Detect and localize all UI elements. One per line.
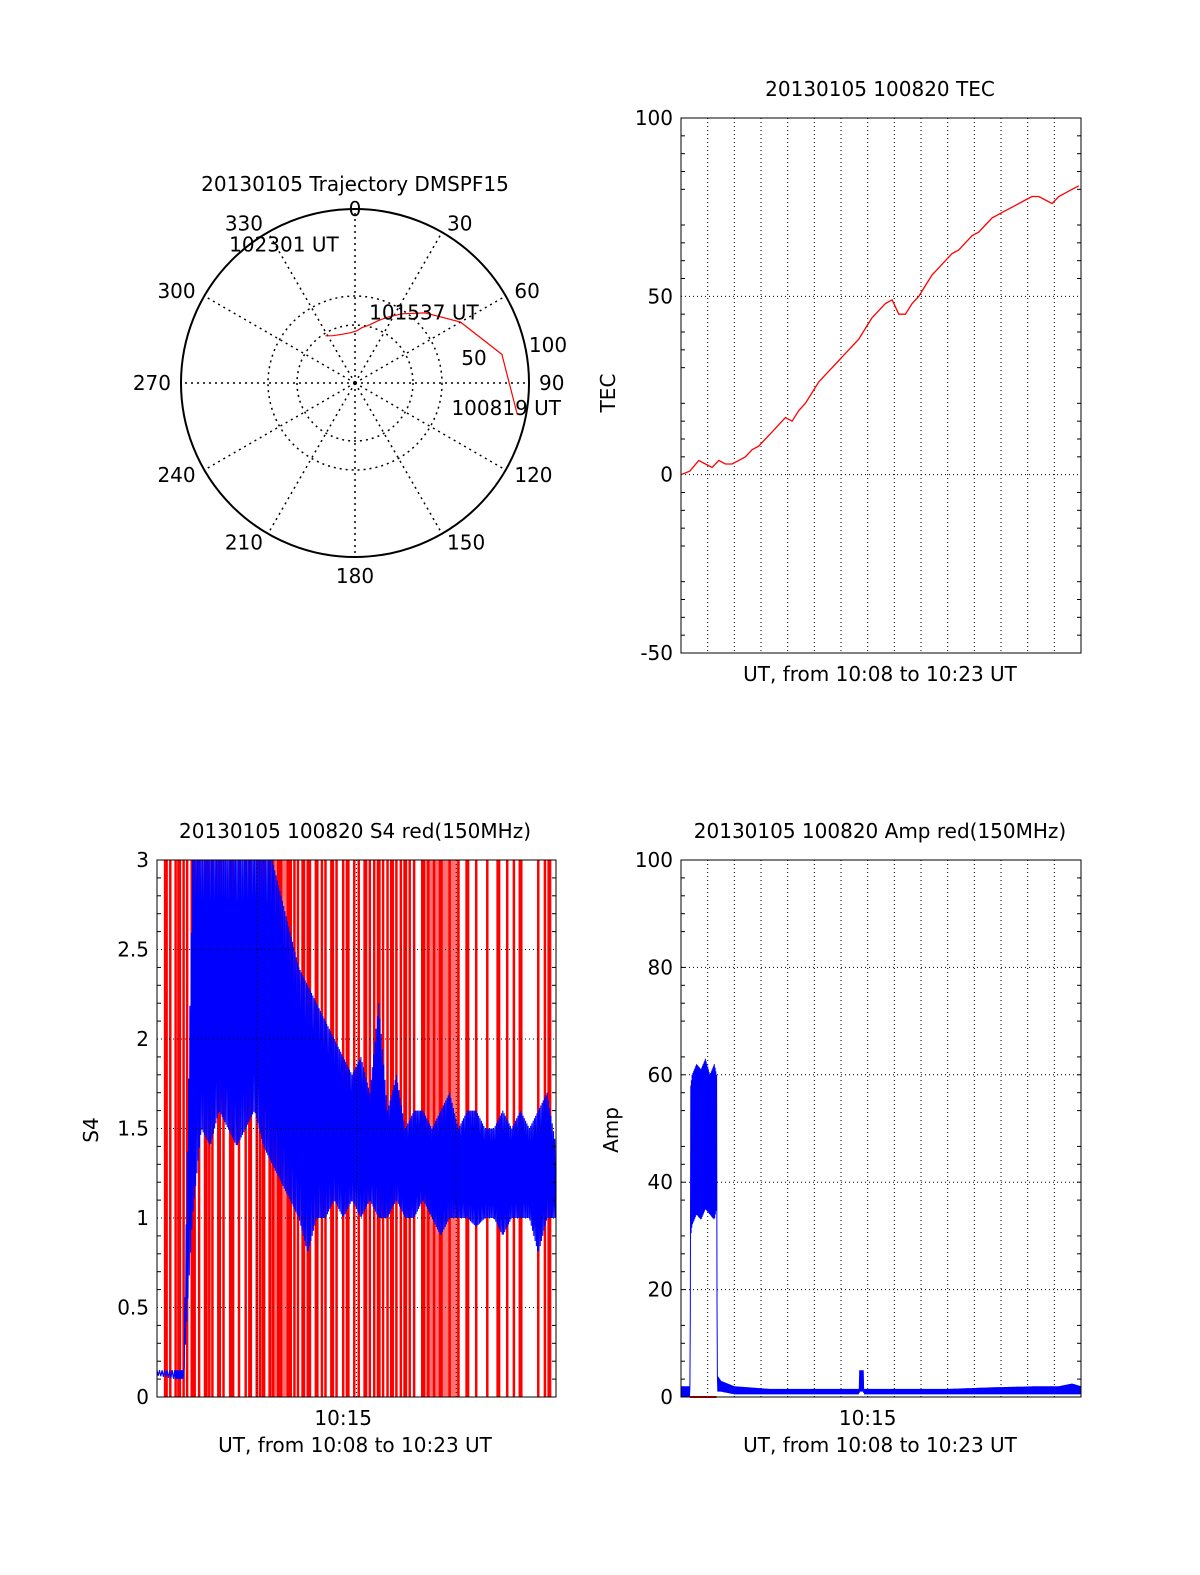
polar-annotation-2: 100819 UT [451, 396, 561, 420]
s4-frame [156, 859, 557, 1398]
amp-grid [681, 860, 1081, 1397]
polar-azimuth-label-60: 60 [514, 279, 539, 303]
tec-ytick-label-0: 100 [635, 106, 673, 130]
polar-trajectory-line [325, 312, 518, 415]
polar-grid [180, 208, 530, 558]
polar-spoke-210 [267, 382, 356, 535]
amp-ytick-label-2: 60 [648, 1063, 673, 1087]
polar-radial-label-100: 100 [529, 333, 567, 357]
polar-radial-labels: 50 100 [461, 333, 567, 370]
amp-chart: 20130105 100820 Amp red(150MHz) 100 80 60 4… [599, 819, 1082, 1457]
polar-azimuth-label-120: 120 [514, 463, 552, 487]
s4-ytick-label-2: 2 [136, 1027, 149, 1051]
s4-xlabel: UT, from 10:08 to 10:23 UT [218, 1433, 493, 1457]
amp-ytick-label-3: 40 [648, 1170, 673, 1194]
s4-blue-line [156, 859, 556, 1380]
amp-ytick-label-1: 80 [648, 955, 673, 979]
polar-spoke-150 [354, 382, 443, 535]
amp-xtick-label: 10:15 [839, 1406, 897, 1430]
tec-xlabel: UT, from 10:08 to 10:23 UT [743, 662, 1018, 686]
s4-grid [157, 860, 556, 1397]
tec-series-line-0 [680, 185, 1080, 476]
tec-ylabel: TEC [596, 374, 620, 414]
polar-spoke-30 [354, 231, 443, 384]
amp-xlabel: UT, from 10:08 to 10:23 UT [743, 1433, 1018, 1457]
tec-title: 20130105 100820 TEC [765, 77, 995, 101]
polar-spoke-330 [267, 231, 356, 384]
polar-spoke-120 [354, 382, 507, 471]
polar-spoke-300 [203, 295, 356, 384]
s4-chart: 20130105 100820 S4 red(150MHz) 3 2.5 2 1.5 1… [79, 819, 557, 1457]
tec-chart: 20130105 100820 TEC 100 50 0 -50 UT, from 1… [596, 77, 1082, 686]
polar-azimuth-label-240: 240 [157, 463, 195, 487]
amp-series-line-0 [680, 1058, 1082, 1398]
polar-azimuth-label-30: 30 [447, 212, 472, 236]
tec-ytick-label-3: -50 [640, 641, 673, 665]
tec-y-ticks: 100 50 0 -50 [635, 106, 673, 665]
polar-azimuth-labels: 0 30 60 90 120 150 180 210 240 270 300 330 [133, 197, 565, 588]
amp-ylabel: Amp [599, 1107, 623, 1153]
polar-azimuth-label-330: 330 [225, 212, 263, 236]
polar-azimuth-label-0: 0 [349, 197, 362, 221]
amp-series [680, 1058, 1082, 1398]
s4-ytick-label-4: 1 [136, 1206, 149, 1230]
s4-title: 20130105 100820 S4 red(150MHz) [179, 819, 531, 843]
polar-trajectory [325, 312, 518, 415]
tec-series [680, 185, 1080, 476]
tec-grid [681, 118, 1081, 653]
polar-ring-0 [267, 295, 443, 471]
s4-xtick-label: 10:15 [314, 1406, 372, 1430]
amp-ytick-label-4: 20 [648, 1278, 673, 1302]
polar-azimuth-label-210: 210 [225, 530, 263, 554]
polar-spoke-60 [354, 295, 507, 384]
tec-ytick-label-1: 50 [648, 284, 673, 308]
s4-ylabel: S4 [79, 1117, 103, 1142]
amp-ytick-label-5: 0 [660, 1385, 673, 1409]
amp-title: 20130105 100820 Amp red(150MHz) [694, 819, 1066, 843]
polar-annotation-0: 102301 UT [229, 232, 339, 256]
polar-outer-circle [180, 208, 530, 558]
s4-ytick-label-6: 0 [136, 1385, 149, 1409]
polar-azimuth-label-300: 300 [157, 279, 195, 303]
amp-y-ticks: 100 80 60 40 20 0 [635, 848, 673, 1409]
polar-ring-1 [296, 324, 414, 442]
polar-spoke-240 [203, 382, 356, 471]
polar-annotation-1: 101537 UT [369, 301, 479, 325]
amp-frame [680, 859, 1082, 1398]
amp-ytick-label-0: 100 [635, 848, 673, 872]
tec-ytick-label-2: 0 [660, 463, 673, 487]
polar-radial-label-50: 50 [461, 346, 486, 370]
polar-azimuth-label-90: 90 [539, 371, 564, 395]
s4-ytick-label-0: 3 [136, 848, 149, 872]
tec-frame [680, 117, 1082, 654]
s4-ytick-label-3: 1.5 [117, 1117, 149, 1141]
polar-azimuth-label-150: 150 [447, 530, 485, 554]
polar-azimuth-label-270: 270 [133, 371, 171, 395]
polar-annotations: 102301 UT 101537 UT 100819 UT [229, 232, 562, 419]
polar-title: 20130105 Trajectory DMSPF15 [201, 172, 509, 196]
s4-y-ticks: 3 2.5 2 1.5 1 0.5 0 [117, 848, 149, 1409]
s4-ytick-label-5: 0.5 [117, 1296, 149, 1320]
s4-ytick-label-1: 2.5 [117, 938, 149, 962]
polar-azimuth-label-180: 180 [336, 564, 374, 588]
polar-trajectory-chart: 20130105 Trajectory DMSPF15 0 30 60 90 120 15… [133, 172, 567, 588]
